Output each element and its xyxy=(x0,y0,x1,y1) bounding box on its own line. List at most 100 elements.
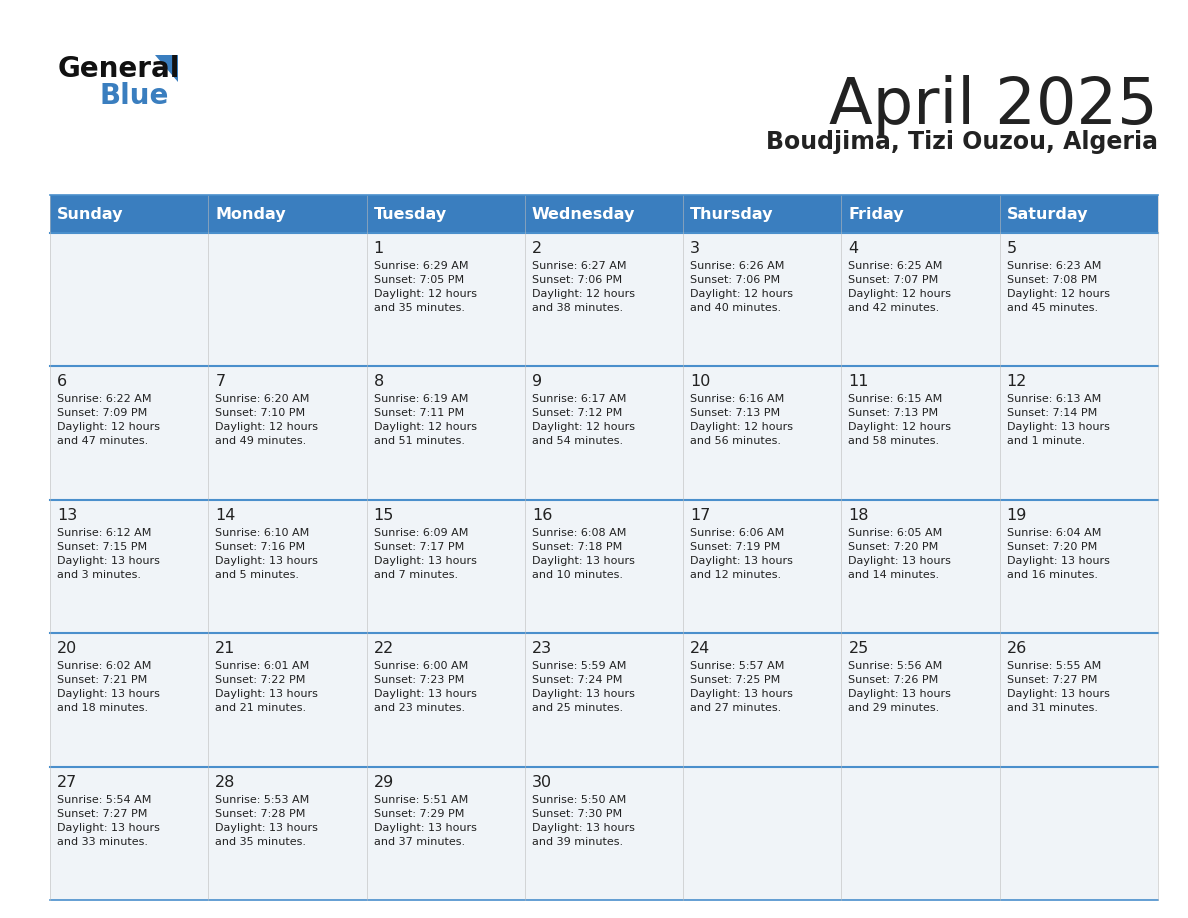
Bar xyxy=(50,366,208,499)
Text: 17: 17 xyxy=(690,508,710,522)
Text: 22: 22 xyxy=(373,641,393,656)
Text: Sunrise: 5:59 AM
Sunset: 7:24 PM
Daylight: 13 hours
and 25 minutes.: Sunrise: 5:59 AM Sunset: 7:24 PM Dayligh… xyxy=(532,661,634,713)
Text: 9: 9 xyxy=(532,375,542,389)
Bar xyxy=(367,233,525,366)
Text: 30: 30 xyxy=(532,775,552,789)
Bar xyxy=(683,195,841,233)
Text: Blue: Blue xyxy=(100,82,170,110)
Bar xyxy=(683,767,841,900)
Bar xyxy=(841,195,1000,233)
Text: Sunrise: 6:23 AM
Sunset: 7:08 PM
Daylight: 12 hours
and 45 minutes.: Sunrise: 6:23 AM Sunset: 7:08 PM Dayligh… xyxy=(1006,261,1110,313)
Bar xyxy=(1000,366,1158,499)
Text: 5: 5 xyxy=(1006,241,1017,256)
Text: 14: 14 xyxy=(215,508,235,522)
Text: 28: 28 xyxy=(215,775,235,789)
Text: 7: 7 xyxy=(215,375,226,389)
Text: 18: 18 xyxy=(848,508,868,522)
Text: 3: 3 xyxy=(690,241,700,256)
Text: 12: 12 xyxy=(1006,375,1028,389)
Text: Sunrise: 5:53 AM
Sunset: 7:28 PM
Daylight: 13 hours
and 35 minutes.: Sunrise: 5:53 AM Sunset: 7:28 PM Dayligh… xyxy=(215,795,318,846)
Text: Monday: Monday xyxy=(215,207,286,221)
Text: Sunrise: 6:17 AM
Sunset: 7:12 PM
Daylight: 12 hours
and 54 minutes.: Sunrise: 6:17 AM Sunset: 7:12 PM Dayligh… xyxy=(532,395,634,446)
Text: Sunrise: 6:15 AM
Sunset: 7:13 PM
Daylight: 12 hours
and 58 minutes.: Sunrise: 6:15 AM Sunset: 7:13 PM Dayligh… xyxy=(848,395,952,446)
Bar xyxy=(50,633,208,767)
Text: Sunrise: 5:51 AM
Sunset: 7:29 PM
Daylight: 13 hours
and 37 minutes.: Sunrise: 5:51 AM Sunset: 7:29 PM Dayligh… xyxy=(373,795,476,846)
Text: Sunrise: 6:02 AM
Sunset: 7:21 PM
Daylight: 13 hours
and 18 minutes.: Sunrise: 6:02 AM Sunset: 7:21 PM Dayligh… xyxy=(57,661,160,713)
Bar xyxy=(683,633,841,767)
Text: Sunrise: 6:19 AM
Sunset: 7:11 PM
Daylight: 12 hours
and 51 minutes.: Sunrise: 6:19 AM Sunset: 7:11 PM Dayligh… xyxy=(373,395,476,446)
Text: Sunrise: 6:01 AM
Sunset: 7:22 PM
Daylight: 13 hours
and 21 minutes.: Sunrise: 6:01 AM Sunset: 7:22 PM Dayligh… xyxy=(215,661,318,713)
Bar xyxy=(841,499,1000,633)
Text: April 2025: April 2025 xyxy=(829,75,1158,137)
Polygon shape xyxy=(154,55,178,82)
Text: Sunrise: 6:12 AM
Sunset: 7:15 PM
Daylight: 13 hours
and 3 minutes.: Sunrise: 6:12 AM Sunset: 7:15 PM Dayligh… xyxy=(57,528,160,580)
Text: 13: 13 xyxy=(57,508,77,522)
Text: Sunrise: 6:20 AM
Sunset: 7:10 PM
Daylight: 12 hours
and 49 minutes.: Sunrise: 6:20 AM Sunset: 7:10 PM Dayligh… xyxy=(215,395,318,446)
Text: Sunrise: 5:57 AM
Sunset: 7:25 PM
Daylight: 13 hours
and 27 minutes.: Sunrise: 5:57 AM Sunset: 7:25 PM Dayligh… xyxy=(690,661,794,713)
Bar xyxy=(208,366,367,499)
Text: Boudjima, Tizi Ouzou, Algeria: Boudjima, Tizi Ouzou, Algeria xyxy=(766,130,1158,154)
Text: 19: 19 xyxy=(1006,508,1028,522)
Bar xyxy=(525,633,683,767)
Text: Saturday: Saturday xyxy=(1006,207,1088,221)
Bar xyxy=(50,499,208,633)
Text: Sunrise: 5:54 AM
Sunset: 7:27 PM
Daylight: 13 hours
and 33 minutes.: Sunrise: 5:54 AM Sunset: 7:27 PM Dayligh… xyxy=(57,795,160,846)
Text: 27: 27 xyxy=(57,775,77,789)
Bar xyxy=(367,366,525,499)
Bar xyxy=(683,366,841,499)
Text: 15: 15 xyxy=(373,508,394,522)
Bar xyxy=(1000,233,1158,366)
Text: 25: 25 xyxy=(848,641,868,656)
Bar xyxy=(525,767,683,900)
Text: Wednesday: Wednesday xyxy=(532,207,636,221)
Bar xyxy=(208,195,367,233)
Bar xyxy=(525,233,683,366)
Bar xyxy=(208,233,367,366)
Bar xyxy=(367,767,525,900)
Text: Sunrise: 6:05 AM
Sunset: 7:20 PM
Daylight: 13 hours
and 14 minutes.: Sunrise: 6:05 AM Sunset: 7:20 PM Dayligh… xyxy=(848,528,952,580)
Text: Sunrise: 5:50 AM
Sunset: 7:30 PM
Daylight: 13 hours
and 39 minutes.: Sunrise: 5:50 AM Sunset: 7:30 PM Dayligh… xyxy=(532,795,634,846)
Text: Friday: Friday xyxy=(848,207,904,221)
Bar xyxy=(525,499,683,633)
Bar xyxy=(367,499,525,633)
Bar xyxy=(683,499,841,633)
Text: Sunrise: 6:27 AM
Sunset: 7:06 PM
Daylight: 12 hours
and 38 minutes.: Sunrise: 6:27 AM Sunset: 7:06 PM Dayligh… xyxy=(532,261,634,313)
Text: Sunrise: 6:16 AM
Sunset: 7:13 PM
Daylight: 12 hours
and 56 minutes.: Sunrise: 6:16 AM Sunset: 7:13 PM Dayligh… xyxy=(690,395,794,446)
Bar xyxy=(50,195,208,233)
Text: Sunrise: 6:25 AM
Sunset: 7:07 PM
Daylight: 12 hours
and 42 minutes.: Sunrise: 6:25 AM Sunset: 7:07 PM Dayligh… xyxy=(848,261,952,313)
Text: 29: 29 xyxy=(373,775,393,789)
Text: Sunrise: 6:26 AM
Sunset: 7:06 PM
Daylight: 12 hours
and 40 minutes.: Sunrise: 6:26 AM Sunset: 7:06 PM Dayligh… xyxy=(690,261,794,313)
Bar xyxy=(841,366,1000,499)
Text: 24: 24 xyxy=(690,641,710,656)
Bar xyxy=(841,633,1000,767)
Text: 6: 6 xyxy=(57,375,68,389)
Text: 16: 16 xyxy=(532,508,552,522)
Text: Sunrise: 5:55 AM
Sunset: 7:27 PM
Daylight: 13 hours
and 31 minutes.: Sunrise: 5:55 AM Sunset: 7:27 PM Dayligh… xyxy=(1006,661,1110,713)
Text: Sunrise: 6:13 AM
Sunset: 7:14 PM
Daylight: 13 hours
and 1 minute.: Sunrise: 6:13 AM Sunset: 7:14 PM Dayligh… xyxy=(1006,395,1110,446)
Bar xyxy=(1000,499,1158,633)
Text: Sunday: Sunday xyxy=(57,207,124,221)
Text: Sunrise: 6:29 AM
Sunset: 7:05 PM
Daylight: 12 hours
and 35 minutes.: Sunrise: 6:29 AM Sunset: 7:05 PM Dayligh… xyxy=(373,261,476,313)
Bar xyxy=(525,195,683,233)
Text: Sunrise: 6:08 AM
Sunset: 7:18 PM
Daylight: 13 hours
and 10 minutes.: Sunrise: 6:08 AM Sunset: 7:18 PM Dayligh… xyxy=(532,528,634,580)
Bar xyxy=(50,233,208,366)
Bar xyxy=(208,633,367,767)
Text: 1: 1 xyxy=(373,241,384,256)
Bar xyxy=(841,233,1000,366)
Text: 20: 20 xyxy=(57,641,77,656)
Text: 2: 2 xyxy=(532,241,542,256)
Bar xyxy=(841,767,1000,900)
Bar xyxy=(50,767,208,900)
Text: General: General xyxy=(58,55,181,83)
Bar xyxy=(1000,195,1158,233)
Bar xyxy=(1000,767,1158,900)
Text: Tuesday: Tuesday xyxy=(373,207,447,221)
Text: Sunrise: 6:00 AM
Sunset: 7:23 PM
Daylight: 13 hours
and 23 minutes.: Sunrise: 6:00 AM Sunset: 7:23 PM Dayligh… xyxy=(373,661,476,713)
Bar xyxy=(367,195,525,233)
Text: Thursday: Thursday xyxy=(690,207,773,221)
Bar xyxy=(367,633,525,767)
Text: Sunrise: 5:56 AM
Sunset: 7:26 PM
Daylight: 13 hours
and 29 minutes.: Sunrise: 5:56 AM Sunset: 7:26 PM Dayligh… xyxy=(848,661,952,713)
Text: Sunrise: 6:04 AM
Sunset: 7:20 PM
Daylight: 13 hours
and 16 minutes.: Sunrise: 6:04 AM Sunset: 7:20 PM Dayligh… xyxy=(1006,528,1110,580)
Text: Sunrise: 6:10 AM
Sunset: 7:16 PM
Daylight: 13 hours
and 5 minutes.: Sunrise: 6:10 AM Sunset: 7:16 PM Dayligh… xyxy=(215,528,318,580)
Text: 21: 21 xyxy=(215,641,235,656)
